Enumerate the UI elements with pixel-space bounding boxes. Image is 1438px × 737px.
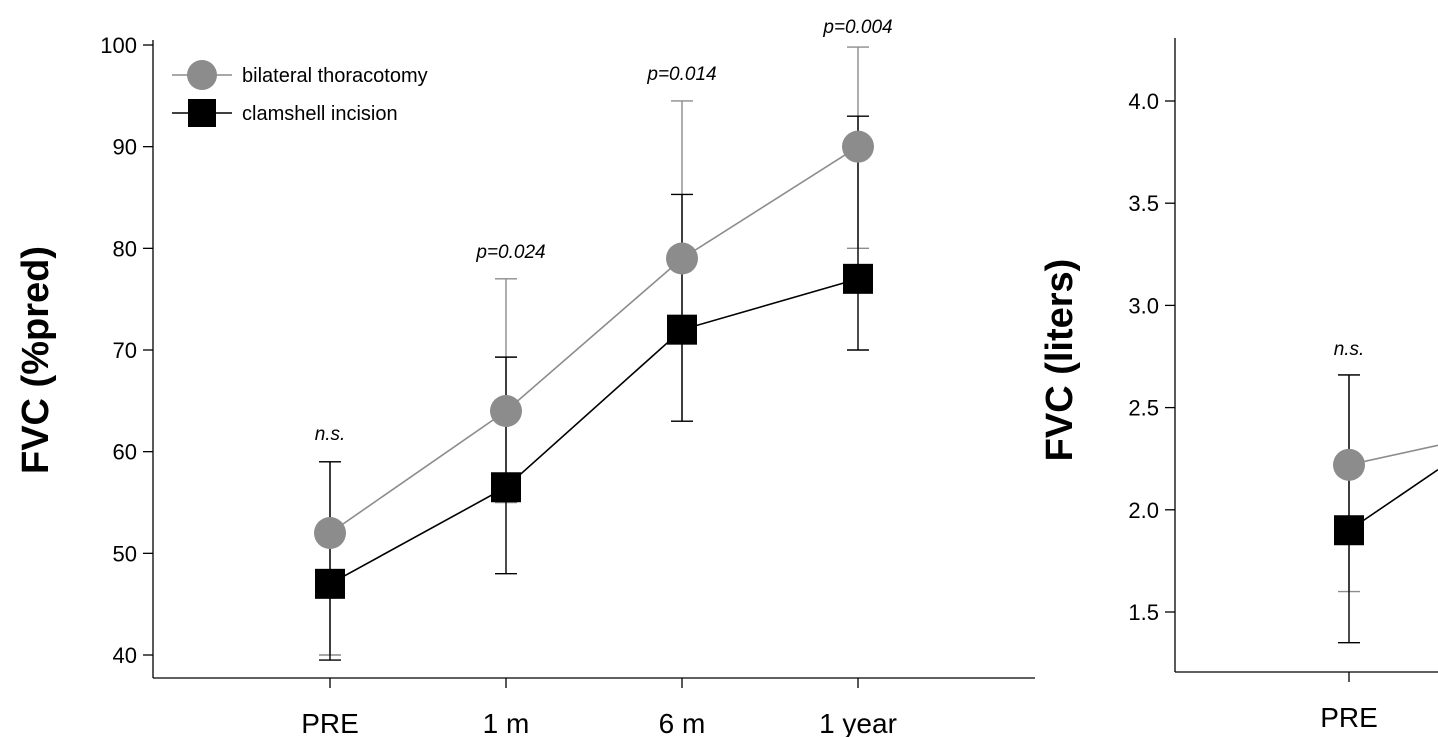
data-point-square — [1334, 515, 1364, 546]
data-point-square — [315, 568, 345, 599]
legend-marker-square — [188, 99, 216, 127]
legend-label: bilateral thoracotomy — [242, 65, 428, 87]
series-line — [329, 145, 859, 534]
fvc-percent-panel: 40 50 60 70 80 90 100 PRE 1 m 6 m 1 year FVC (%pred… — [15, 17, 1035, 737]
y-tick-label: 3.0 — [1128, 293, 1159, 318]
data-point-circle — [666, 242, 698, 275]
significance-label: n.s. — [1334, 339, 1365, 360]
y-tick-label: 60 — [113, 440, 137, 465]
y-axis-title: FVC (%pred) — [15, 246, 57, 474]
data-point-circle — [314, 517, 346, 549]
y-tick-label: 4.0 — [1128, 89, 1159, 114]
x-tick-label: 6 m — [659, 708, 706, 737]
series-line — [329, 278, 859, 585]
y-tick-label: 70 — [113, 338, 137, 363]
significance-label: p=0.014 — [646, 64, 716, 85]
legend-marker-circle — [187, 60, 217, 90]
data-point-square — [491, 472, 521, 503]
significance-label: p=0.024 — [475, 242, 545, 263]
x-tick-label: 1 m — [483, 708, 530, 737]
y-tick-label: 80 — [113, 236, 137, 261]
y-axis-title: FVC (liters) — [1039, 259, 1081, 462]
y-tick-label: 3.5 — [1128, 191, 1159, 216]
data-point-circle — [1333, 448, 1365, 481]
fvc-liters-panel: 1.5 2.0 2.5 3.0 3.5 4.0 PRE FVC (liters) n.s. — [1039, 38, 1438, 733]
data-point-square — [667, 314, 697, 345]
x-tick-label: 1 year — [819, 708, 897, 737]
y-tick-label: 40 — [113, 643, 137, 668]
legend-label: clamshell incision — [242, 103, 398, 125]
y-tick-label: 100 — [100, 33, 137, 58]
data-point-circle — [842, 130, 874, 163]
y-tick-label: 2.5 — [1128, 396, 1159, 421]
data-point-square — [843, 263, 873, 294]
x-tick-label: PRE — [1320, 702, 1378, 733]
data-point-circle — [490, 395, 522, 427]
significance-label: p=0.004 — [822, 17, 892, 38]
y-tick-label: 50 — [113, 541, 137, 566]
y-tick-label: 90 — [113, 135, 137, 160]
significance-label: n.s. — [315, 424, 346, 445]
y-tick-label: 2.0 — [1128, 498, 1159, 523]
y-tick-label: 1.5 — [1128, 600, 1159, 625]
x-tick-label: PRE — [301, 708, 359, 737]
